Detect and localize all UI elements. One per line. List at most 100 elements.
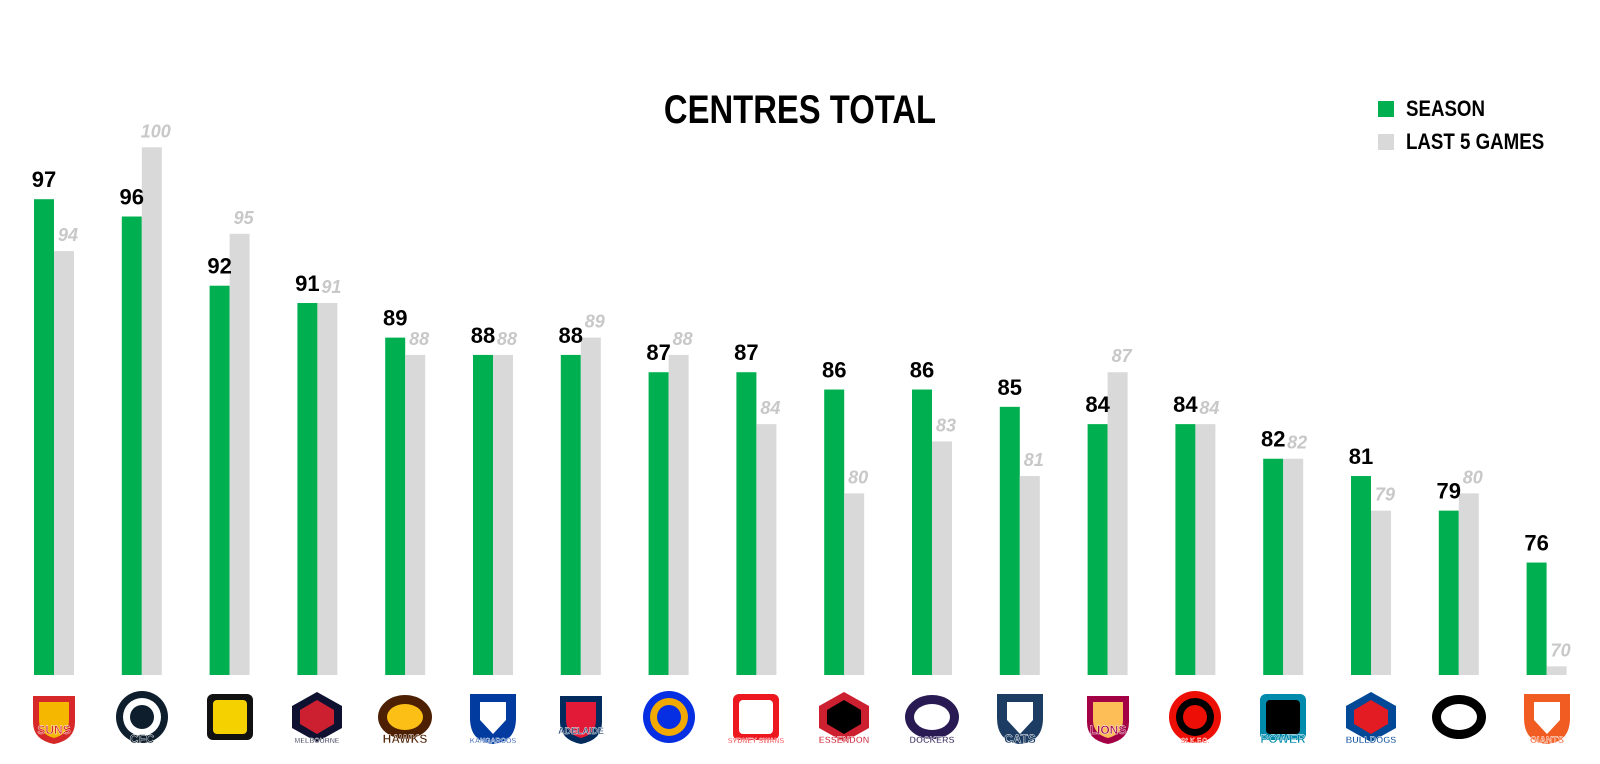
data-label-last5: 81 [1024, 450, 1044, 470]
team-logo-text: ESSENDON [819, 735, 870, 745]
bar-season [1351, 476, 1371, 675]
bar-last5 [493, 354, 513, 675]
logo-graphic [642, 691, 695, 743]
kangaroos-logo-icon: KANGAROOS [464, 688, 522, 746]
team-logo-text: KANGAROOS [470, 738, 517, 745]
legend-label-season: SEASON [1406, 95, 1485, 121]
hawks-logo-icon: HAWKS [376, 688, 434, 746]
data-label-season: 87 [734, 340, 758, 365]
chart-legend: SEASON LAST 5 GAMES [1378, 92, 1569, 158]
data-label-season: 86 [822, 358, 846, 383]
logo-graphic: KANGAROOS [470, 694, 517, 745]
data-label-season: 91 [295, 271, 319, 296]
crows-logo-icon: ADELAIDE [552, 688, 610, 746]
team-logo-text: CATS [1004, 732, 1036, 746]
bar-last5 [844, 493, 865, 675]
bar-season [297, 303, 318, 675]
bar-season [912, 389, 932, 675]
bar-last5 [932, 441, 952, 675]
bar-season [1526, 562, 1547, 675]
bar-season [1263, 458, 1284, 675]
logo-graphic: DOCKERS [905, 695, 959, 745]
data-label-season: 84 [1173, 392, 1198, 417]
data-label-last5: 88 [673, 329, 693, 349]
team-logo-text: SUNS [37, 723, 70, 737]
legend-swatch-last5 [1378, 133, 1394, 150]
data-label-last5: 79 [1375, 485, 1395, 505]
team-logo-text: SYDNEY SWANS [728, 738, 785, 745]
team-logo-text: LIONS [1089, 723, 1126, 737]
team-logo-text: CFC [129, 732, 154, 746]
data-label-last5: 94 [58, 225, 78, 245]
data-label-last5: 91 [321, 277, 341, 297]
bar-season [560, 354, 581, 675]
data-label-last5: 80 [848, 467, 868, 487]
data-label-season: 85 [998, 375, 1022, 400]
bar-last5 [668, 354, 689, 675]
bar-season [34, 199, 54, 675]
team-logo-text: BULLDOGS [1346, 735, 1397, 745]
bar-last5 [1283, 458, 1304, 675]
data-label-last5: 83 [936, 415, 956, 435]
bar-last5 [1371, 510, 1391, 675]
data-label-season: 88 [471, 323, 495, 348]
logo-graphic: LIONS [1086, 696, 1129, 744]
bar-last5 [229, 233, 250, 676]
giants-logo-icon: GIANTS [1518, 688, 1576, 746]
team-logo-text: GIANTS [1530, 735, 1564, 745]
bar-last5 [141, 147, 162, 676]
carlton-logo-icon: CFC [113, 688, 171, 746]
data-label-season: 84 [1085, 392, 1110, 417]
bar-last5 [1107, 372, 1128, 675]
data-label-season: 81 [1349, 444, 1373, 469]
data-label-season: 89 [383, 306, 407, 331]
data-label-season: 82 [1261, 427, 1285, 452]
legend-item-season: SEASON [1378, 92, 1569, 125]
logo-graphic [206, 694, 253, 740]
bar-season [1087, 424, 1108, 675]
legend-swatch-season [1378, 100, 1394, 117]
team-logo-text: HAWKS [383, 732, 428, 746]
data-label-last5: 87 [1112, 346, 1133, 366]
data-label-last5: 95 [234, 208, 255, 228]
bar-season [385, 337, 406, 675]
data-label-season: 88 [559, 323, 583, 348]
essendon-logo-icon: ESSENDON [815, 688, 873, 746]
legend-item-last5: LAST 5 GAMES [1378, 125, 1569, 158]
team-logo-text: MELBOURNE [295, 738, 340, 745]
team-logo-text: ADELAIDE [558, 726, 604, 736]
team-logo-text: POWER [1261, 732, 1307, 746]
data-label-season: 92 [207, 254, 231, 279]
bar-season [1175, 424, 1196, 675]
logo-graphic [1431, 695, 1486, 739]
data-label-season: 87 [646, 340, 670, 365]
bar-season [121, 216, 142, 675]
bar-last5 [54, 251, 74, 675]
legend-label-last5: LAST 5 GAMES [1406, 128, 1545, 154]
bar-season [1438, 510, 1459, 675]
data-label-season: 79 [1437, 479, 1461, 504]
data-label-season: 86 [910, 358, 934, 383]
bar-last5 [405, 354, 426, 675]
bar-season [473, 354, 493, 675]
dockers-logo-icon: DOCKERS [903, 688, 961, 746]
melbourne-logo-icon: MELBOURNE [288, 688, 346, 746]
logo-graphic: HAWKS [378, 695, 433, 746]
data-label-last5: 100 [141, 121, 171, 141]
chart-title: CENTRES TOTAL [663, 88, 937, 132]
suns-logo-icon: SUNS [25, 688, 83, 746]
data-label-last5: 88 [497, 329, 517, 349]
bar-season [736, 372, 757, 675]
bar-last5 [1458, 493, 1479, 675]
bulldogs-logo-icon: BULLDOGS [1342, 688, 1400, 746]
swans-logo-icon: SYDNEY SWANS [727, 688, 785, 746]
data-label-last5: 70 [1551, 640, 1571, 660]
data-label-season: 76 [1524, 531, 1548, 556]
data-label-season: 96 [120, 185, 144, 210]
logo-graphic: St K.F.C. [1169, 691, 1222, 745]
bar-season [648, 372, 669, 675]
power-logo-icon: POWER [1254, 688, 1312, 746]
logo-graphic: ADELAIDE [558, 696, 604, 744]
eagles-logo-icon [640, 688, 698, 746]
lions-logo-icon: LIONS [1079, 688, 1137, 746]
